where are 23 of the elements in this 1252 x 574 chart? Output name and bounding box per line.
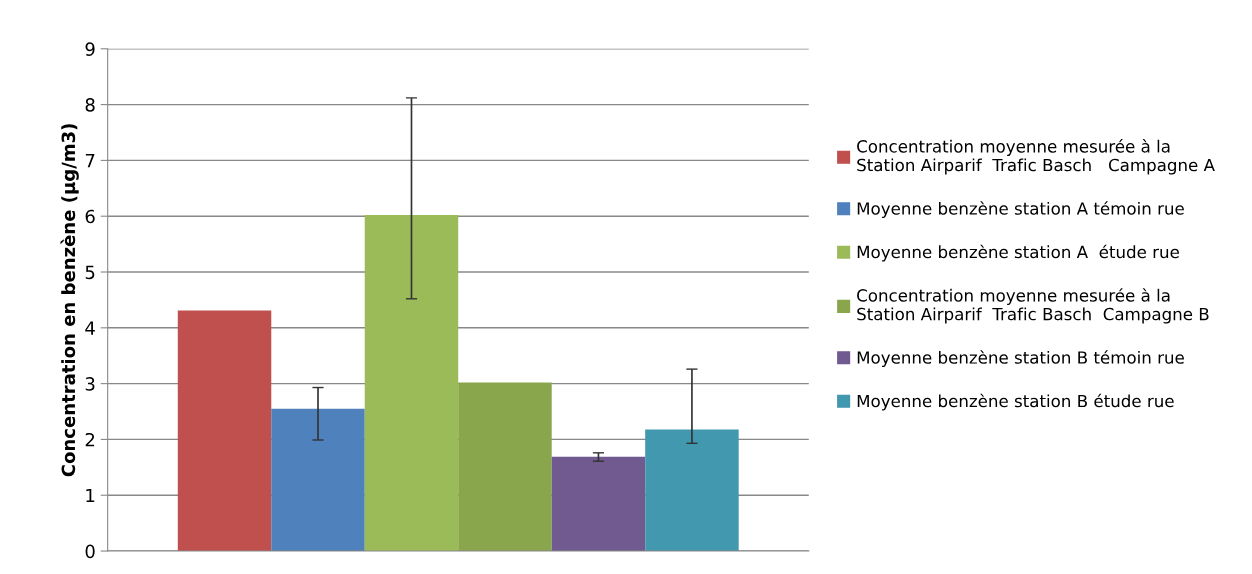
legend-label: Concentration moyenne mesurée à la Station Airparif Trafic Basch Campagne A: [857, 139, 1215, 175]
y-tick-label: 2: [85, 432, 95, 447]
bar: [271, 408, 365, 552]
bar: [458, 382, 552, 552]
bar: [177, 310, 272, 552]
y-tick-label: 9: [85, 42, 95, 56]
bar: [551, 456, 646, 552]
y-tick-label: 5: [85, 265, 95, 280]
y-axis-title: Concentration en benzène (µg/m3): [60, 124, 79, 477]
bar: [645, 429, 739, 552]
y-tick-label: 1: [86, 488, 95, 503]
legend-label: Concentration moyenne mesurée à la Station Airparif Trafic Basch Campagne B: [857, 288, 1209, 324]
y-tick-label: 7: [85, 154, 95, 168]
legend-label: Moyenne benzène station A témoin rue: [857, 201, 1184, 219]
y-tick-label: 6: [85, 209, 95, 224]
y-tick-label: 3: [85, 377, 95, 391]
legend-label: Moyenne benzène station B témoin rue: [857, 350, 1184, 368]
legend-label: Moyenne benzène station A étude rue: [857, 244, 1179, 262]
y-tick-label: 8: [85, 98, 95, 112]
bar: [364, 215, 459, 552]
y-tick-label: 0: [85, 544, 95, 559]
y-tick-label: 4: [85, 321, 95, 335]
legend-label: Moyenne benzène station B étude rue: [857, 393, 1174, 411]
